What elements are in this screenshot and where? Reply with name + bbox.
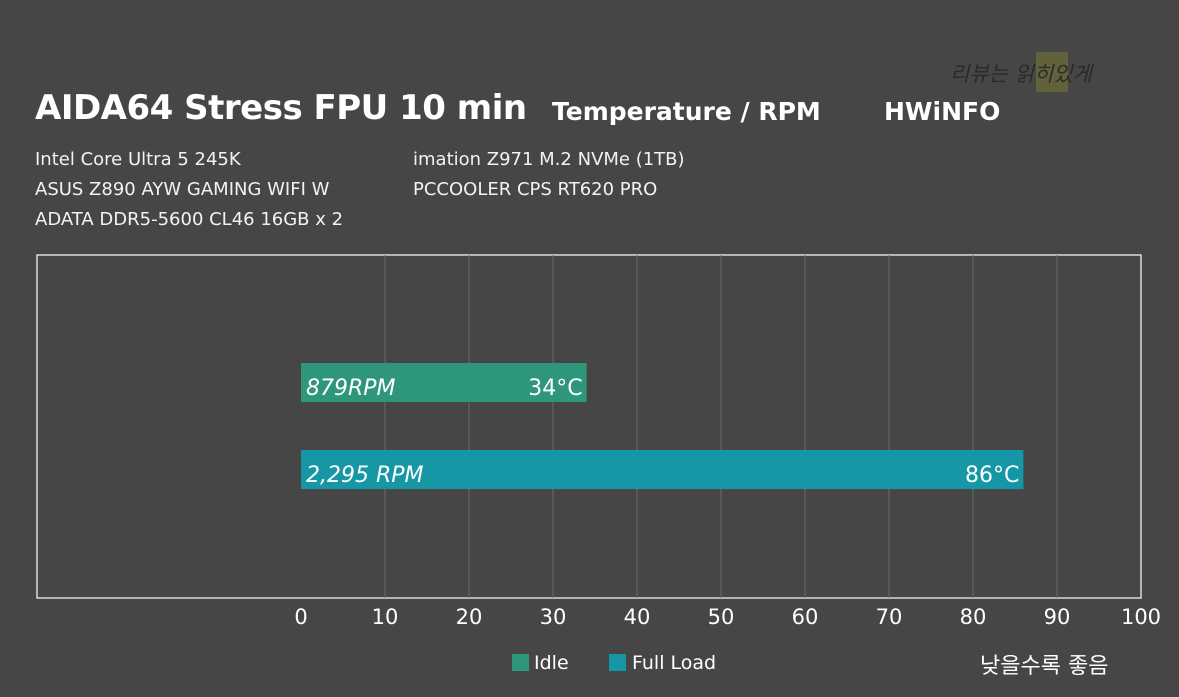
chart-title: AIDA64 Stress FPU 10 min [35,88,527,128]
spec-memory: ADATA DDR5-5600 CL46 16GB x 2 [35,209,344,230]
bar-idle [301,363,587,402]
x-tick-30: 30 [540,605,567,629]
value-label-idle: 34°C [528,376,582,401]
x-tick-50: 50 [708,605,735,629]
x-tick-10: 10 [372,605,399,629]
bar-full-load [301,450,1024,489]
chart-subtitle: Temperature / RPM [552,97,821,126]
legend-idle-label: Idle [534,652,569,674]
x-tick-100: 100 [1121,605,1161,629]
spec-cpu: Intel Core Ultra 5 245K [35,149,241,170]
x-tick-0: 0 [294,605,307,629]
legend-full-load-swatch [609,654,626,671]
x-tick-70: 70 [876,605,903,629]
legend-full-load-label: Full Load [632,652,717,674]
spec-cooler: PCCOOLER CPS RT620 PRO [413,179,658,200]
source-tool-label: HWiNFO [884,97,1001,126]
bars: 879RPM 34°C 2,295 RPM 86°C [301,363,1024,489]
x-tick-60: 60 [792,605,819,629]
watermark-text: 리뷰는 읽히있게 [950,62,1092,86]
x-tick-20: 20 [456,605,483,629]
rpm-label-full-load: 2,295 RPM [306,463,424,488]
x-tick-80: 80 [960,605,987,629]
legend-idle-swatch [512,654,529,671]
value-label-full-load: 86°C [965,463,1019,488]
grid-lines [384,255,1058,598]
plot-frame [36,254,1142,599]
spec-storage: imation Z971 M.2 NVMe (1TB) [413,149,685,170]
watermark-logo-box [1036,52,1068,92]
spec-motherboard: ASUS Z890 AYW GAMING WIFI W [35,179,330,200]
x-tick-labels: 0 10 20 30 40 50 60 70 80 90 100 [294,605,1161,629]
x-tick-90: 90 [1044,605,1071,629]
x-tick-40: 40 [624,605,651,629]
rpm-label-idle: 879RPM [306,376,396,401]
lower-is-better-note: 낮을수록 좋음 [980,654,1109,679]
